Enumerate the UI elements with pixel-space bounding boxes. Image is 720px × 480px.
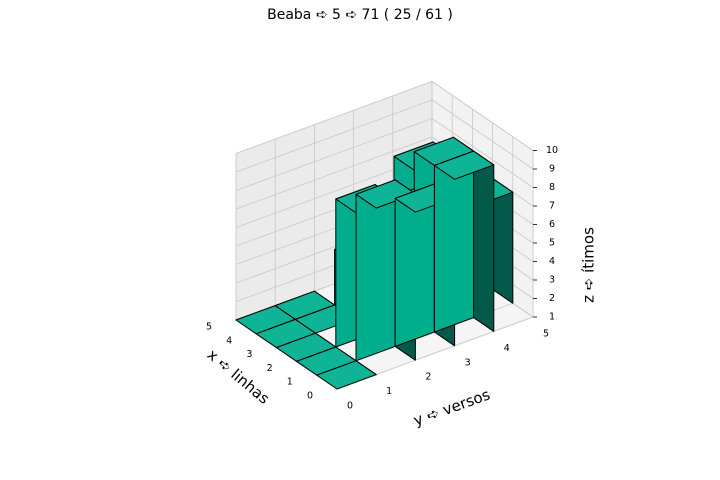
z-tick-label: 3 bbox=[549, 275, 555, 286]
grid-back-z bbox=[235, 81, 433, 154]
bar bbox=[275, 332, 337, 362]
grid-back-z bbox=[235, 136, 433, 210]
x-axis-label: x ➪ linhas bbox=[204, 346, 273, 408]
y-tick-label: 0 bbox=[347, 401, 353, 412]
bars bbox=[235, 136, 514, 390]
grid-side-z bbox=[431, 81, 534, 151]
x-tick-label: 2 bbox=[267, 363, 273, 374]
y-tick-label: 3 bbox=[465, 357, 471, 368]
z-tick-label: 7 bbox=[549, 201, 555, 212]
y-tick-label: 2 bbox=[425, 372, 431, 383]
x-tick-label: 5 bbox=[206, 322, 212, 333]
grid-side-z bbox=[431, 118, 534, 188]
x-tick-label: 1 bbox=[287, 377, 293, 388]
x-tick-label: 4 bbox=[226, 335, 232, 346]
grid-side-z bbox=[431, 99, 534, 170]
y-tick-label: 4 bbox=[504, 343, 510, 354]
bar-face-top bbox=[433, 150, 495, 180]
z-axis-label: z ➪ ítimos bbox=[580, 227, 598, 303]
y-tick-label: 5 bbox=[543, 329, 549, 340]
x-tick-label: 3 bbox=[246, 349, 252, 360]
z-tick-label: 9 bbox=[549, 164, 555, 175]
y-tick-label: 1 bbox=[386, 386, 392, 397]
z-tick-label: 4 bbox=[549, 256, 555, 267]
grid-back-z bbox=[235, 118, 433, 191]
grid-back-z bbox=[235, 99, 433, 173]
bar-face-side bbox=[473, 150, 495, 332]
z-tick-label: 6 bbox=[549, 219, 555, 230]
chart-title: Beaba ➪ 5 ➪ 71 ( 25 / 61 ) bbox=[267, 7, 453, 23]
z-tick-label: 10 bbox=[546, 145, 558, 156]
z-tick-label: 5 bbox=[549, 238, 555, 249]
y-axis-label: y ➪ versos bbox=[411, 385, 493, 429]
z-tick-label: 2 bbox=[549, 293, 555, 304]
z-tick-label: 1 bbox=[549, 312, 555, 323]
bar bbox=[433, 150, 495, 333]
z-tick-label: 8 bbox=[549, 182, 555, 193]
x-tick-label: 0 bbox=[307, 391, 313, 402]
